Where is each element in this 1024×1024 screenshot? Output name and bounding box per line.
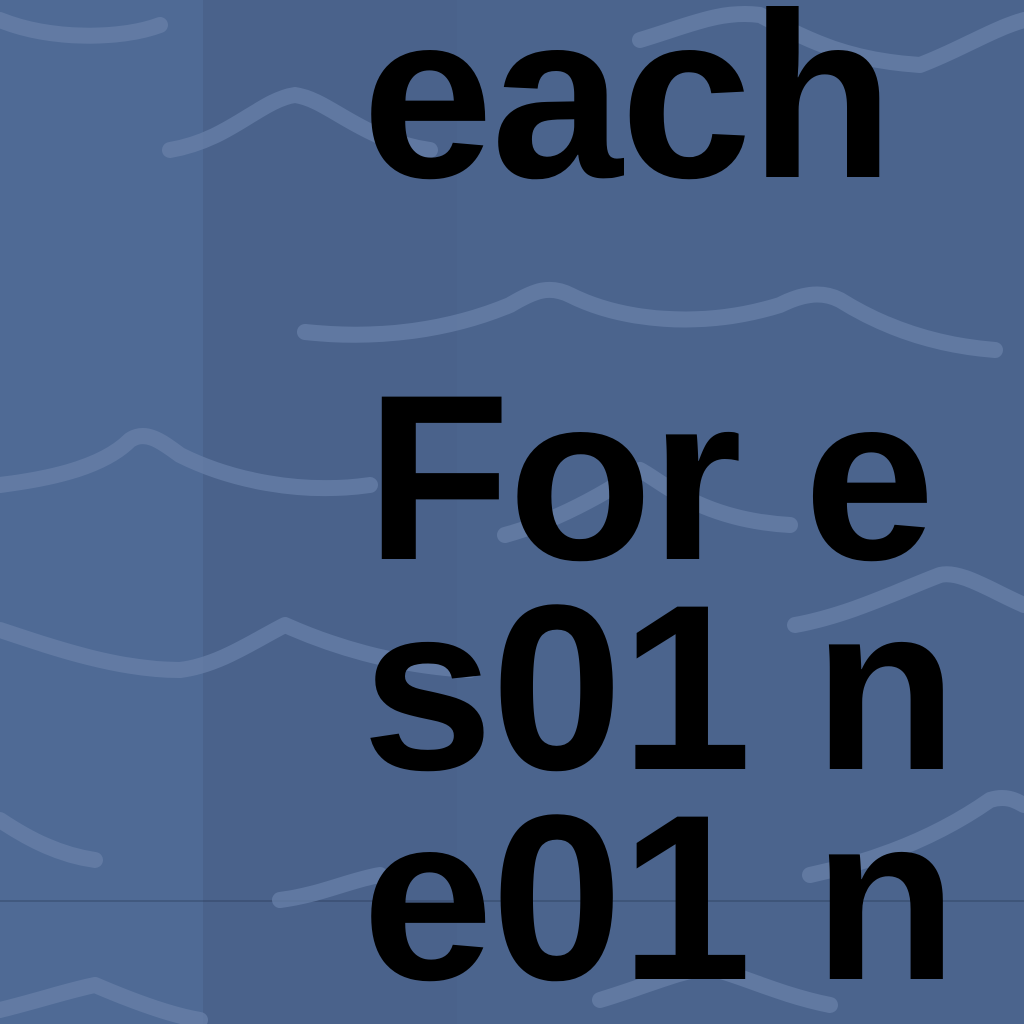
wave-stroke — [0, 12, 168, 44]
wave-stroke — [497, 462, 798, 543]
background-panel-left — [0, 0, 203, 1024]
wave-stroke — [297, 281, 1003, 358]
wave-stroke — [632, 6, 1024, 73]
document-text-line: S s — [362, 990, 776, 1024]
wave-stroke — [0, 977, 208, 1024]
document-text-line: e01 n — [362, 766, 957, 1024]
wave-stroke — [0, 428, 378, 497]
wave-stroke — [802, 789, 1024, 883]
wave-stroke — [272, 867, 388, 908]
background-panel-middle — [203, 0, 457, 1024]
wave-stroke — [592, 960, 838, 1013]
document-text-line: s01 n — [362, 556, 957, 820]
divider-line — [0, 900, 1024, 902]
wave-stroke — [0, 812, 103, 868]
wave-stroke — [162, 87, 438, 158]
document-text-line: each — [362, 0, 894, 228]
wave-stroke — [787, 566, 1024, 633]
document-text-line: For e — [366, 346, 935, 610]
wave-stroke — [0, 617, 478, 678]
